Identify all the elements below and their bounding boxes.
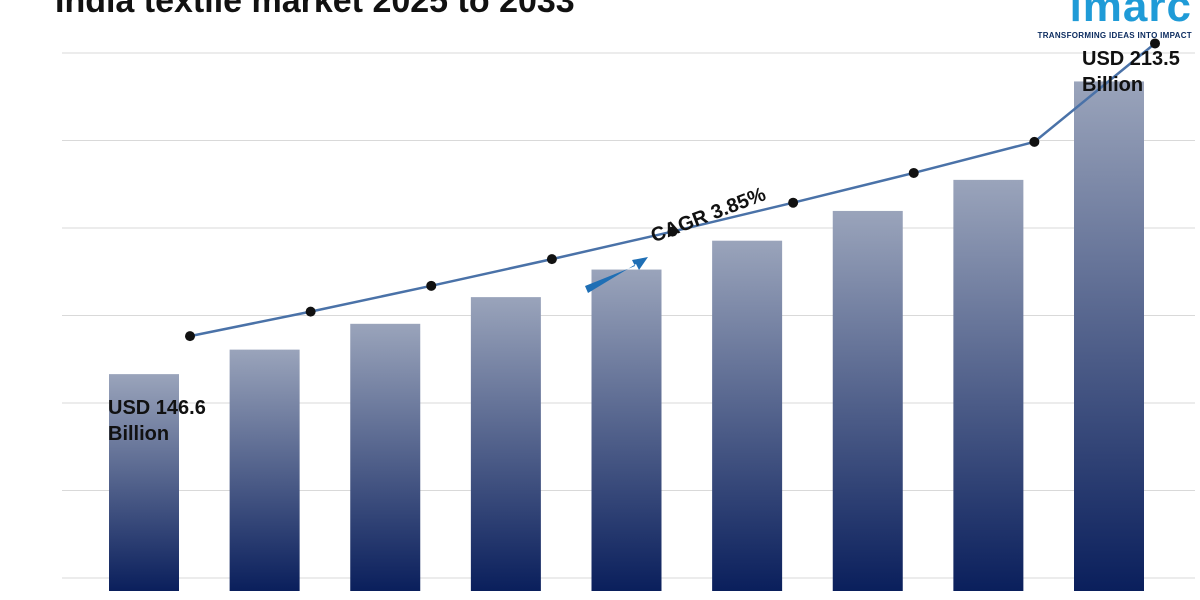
- trend-point-2030: [788, 197, 799, 208]
- bar-2033: [1074, 81, 1144, 591]
- end-value-callout: USD 213.5 Billion: [1082, 46, 1180, 98]
- chart-title: India textile market 2025 to 2033: [55, 0, 575, 20]
- logo-tagline: TRANSFORMING IDEAS INTO IMPACT: [1037, 31, 1192, 40]
- bar-2032: [953, 179, 1024, 591]
- trend-point-2025: [185, 331, 195, 342]
- start-value-unit: Billion: [108, 423, 170, 445]
- trend-point-2026: [305, 306, 316, 317]
- bar-2029: [591, 269, 662, 591]
- bar-2027: [350, 323, 421, 591]
- bar-2028: [470, 297, 541, 591]
- start-value-callout: USD 146.6 Billion: [108, 395, 206, 447]
- start-value-amount: USD 146.6: [108, 397, 206, 419]
- bar-series: [109, 81, 1144, 591]
- trend-line: [185, 38, 1160, 342]
- end-value-unit: Billion: [1082, 74, 1144, 96]
- bar-2031: [832, 210, 903, 591]
- trend-point-2027: [426, 280, 437, 291]
- bar-2026: [229, 349, 300, 591]
- brand-logo: imarc TRANSFORMING IDEAS INTO IMPACT: [1038, 0, 1192, 40]
- bar-2030: [712, 240, 783, 591]
- trend-point-2029: [667, 226, 678, 237]
- cagr-arrow-shape: [585, 257, 648, 293]
- cagr-arrow: [585, 257, 648, 293]
- trend-point-2028: [546, 254, 557, 265]
- trend-point-2033: [1150, 38, 1160, 49]
- bar-2025: [109, 374, 179, 591]
- trend-point-2032: [1029, 136, 1040, 147]
- trend-point-2031: [908, 167, 919, 178]
- end-value-amount: USD 213.5: [1082, 48, 1180, 70]
- logo-wordmark: imarc: [1069, 0, 1192, 31]
